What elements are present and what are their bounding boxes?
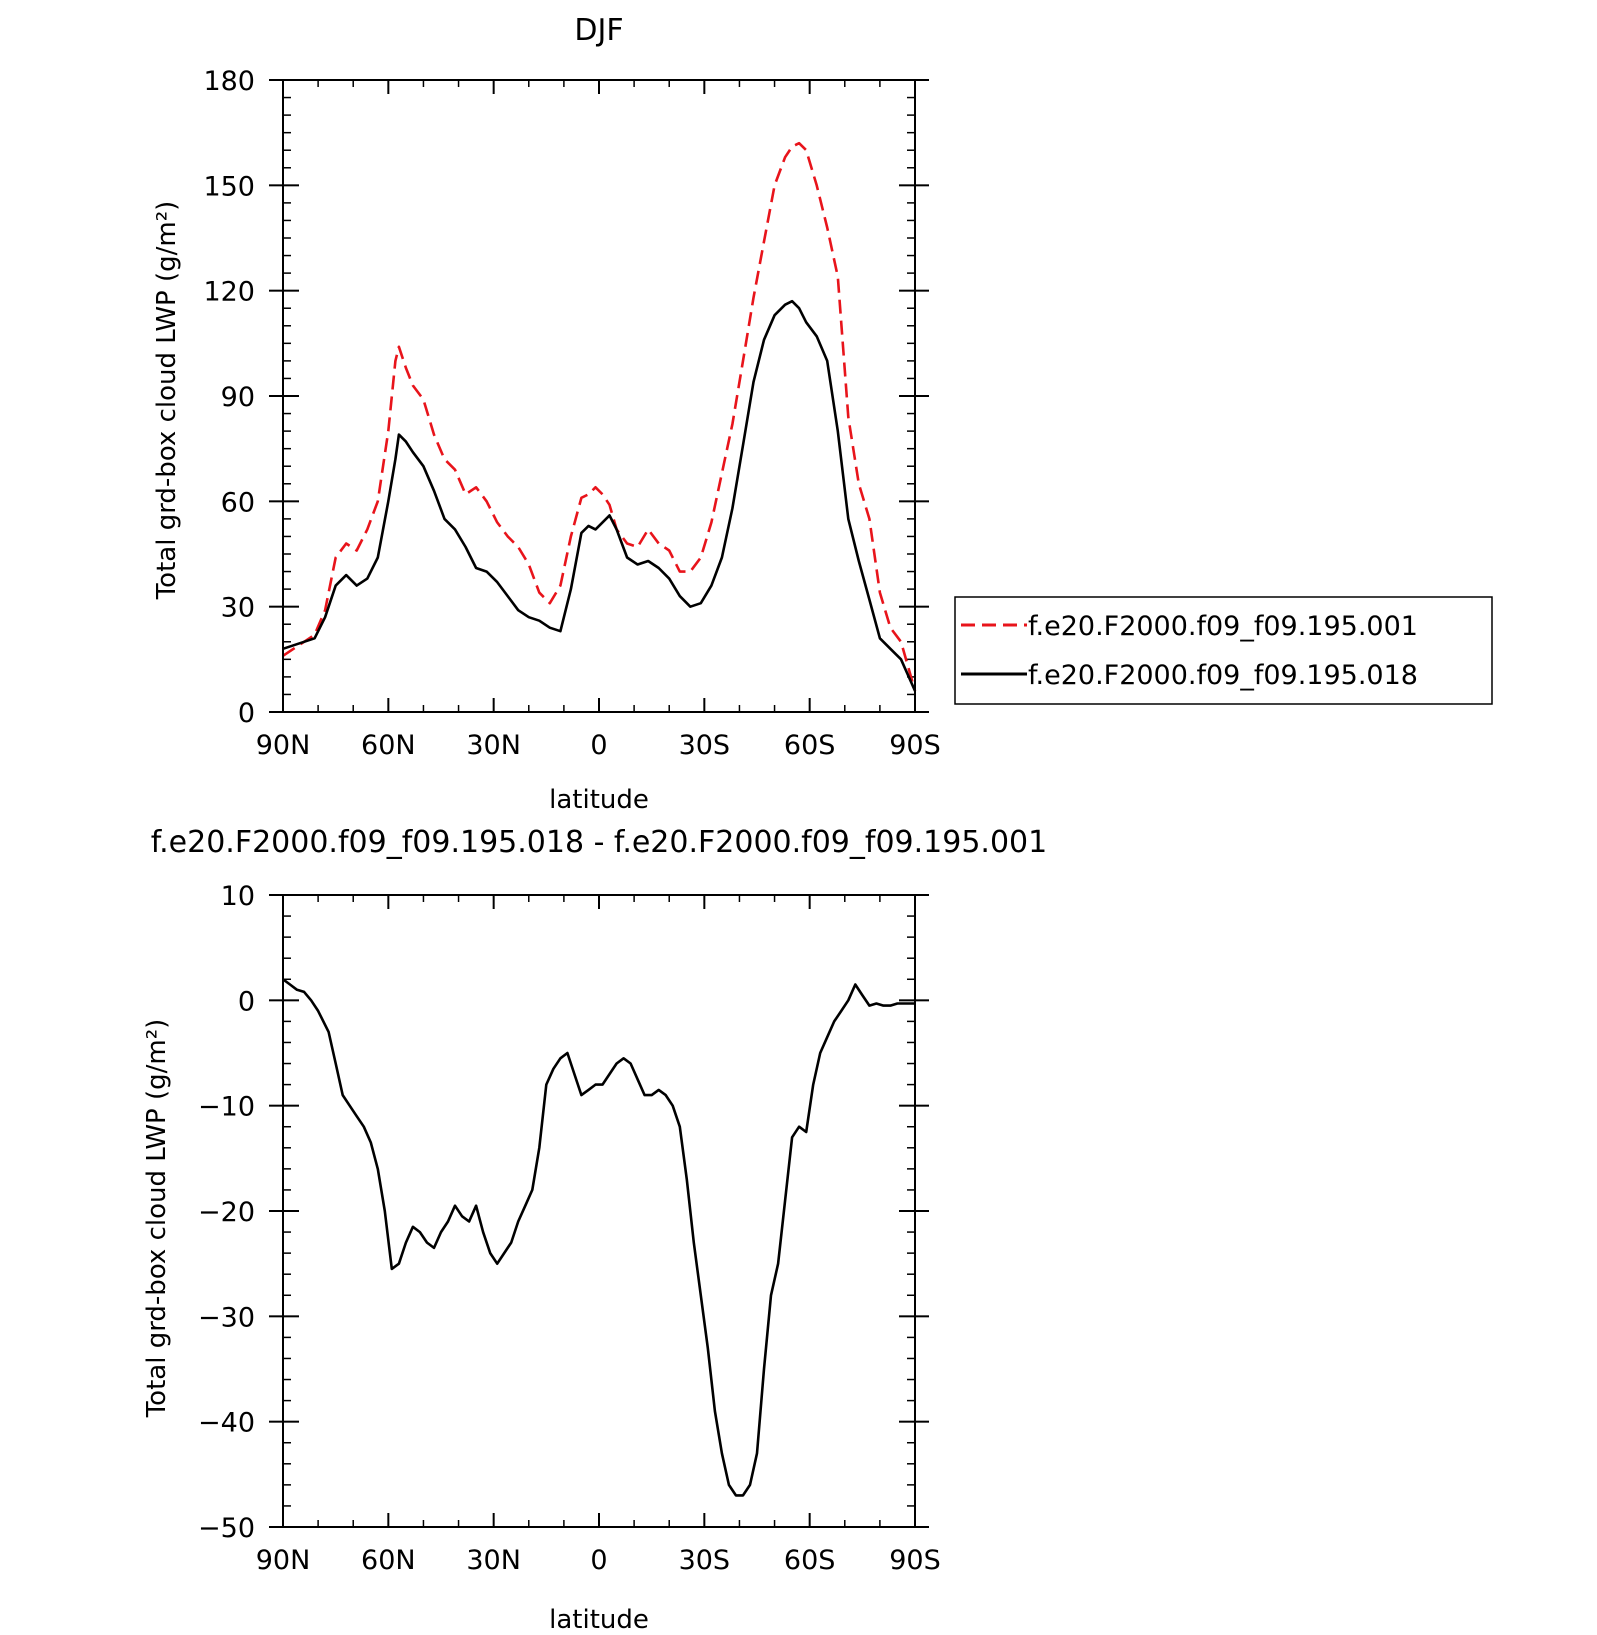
- legend-box: [954, 596, 1493, 705]
- series-line-1: [282, 978, 915, 1497]
- x-tick-label: 60S: [784, 1545, 836, 1576]
- x-tick-label: 0: [590, 1545, 607, 1576]
- x-tick-label: 90S: [889, 730, 941, 761]
- y-tick-label: −20: [198, 1197, 255, 1228]
- y-tick-label: 120: [203, 277, 255, 308]
- bottom-series: [282, 978, 915, 1497]
- top-chart-title: DJF: [574, 13, 623, 48]
- top-series: [282, 141, 917, 692]
- x-tick-label: 60N: [361, 1545, 416, 1576]
- top-panel: DJF latitude Total grd-box cloud LWP (g/…: [152, 13, 941, 815]
- y-tick-label: 30: [221, 593, 255, 624]
- top-y-axis-label: Total grd-box cloud LWP (g/m²): [152, 201, 182, 601]
- x-tick-label: 90N: [256, 1545, 311, 1576]
- x-tick-label: 60S: [784, 730, 836, 761]
- y-tick-label: 180: [203, 66, 255, 97]
- legend: f.e20.F2000.f09_f09.195.001 f.e20.F2000.…: [954, 596, 1493, 705]
- bottom-ticks: 90N 60N 30N 0 30S 60S 90S −50 −40 −30 −20 −10 0 10: [198, 881, 941, 1576]
- x-tick-label: 60N: [361, 730, 416, 761]
- y-tick-label: −30: [198, 1302, 255, 1333]
- series-line-1: [282, 141, 917, 692]
- y-tick-label: 150: [203, 171, 255, 202]
- y-tick-label: −50: [198, 1513, 255, 1544]
- x-tick-label: 90N: [256, 730, 311, 761]
- y-tick-label: −40: [198, 1408, 255, 1439]
- y-tick-label: 10: [221, 881, 255, 912]
- bottom-chart-title: f.e20.F2000.f09_f09.195.018 - f.e20.F200…: [151, 825, 1047, 860]
- legend-label-series-2: f.e20.F2000.f09_f09.195.018: [1028, 660, 1418, 691]
- legend-label-series-1: f.e20.F2000.f09_f09.195.001: [1028, 611, 1418, 642]
- y-tick-label: −10: [198, 1092, 255, 1123]
- top-x-axis-label: latitude: [549, 785, 649, 815]
- y-tick-label: 0: [238, 986, 255, 1017]
- bottom-plot-frame: [282, 894, 916, 1528]
- y-tick-label: 90: [221, 382, 255, 413]
- bottom-y-axis-label: Total grd-box cloud LWP (g/m²): [142, 1019, 172, 1419]
- y-tick-label: 0: [238, 698, 255, 729]
- x-tick-label: 30S: [679, 1545, 731, 1576]
- bottom-x-axis-label: latitude: [549, 1605, 649, 1635]
- x-tick-label: 30S: [679, 730, 731, 761]
- x-tick-label: 90S: [889, 1545, 941, 1576]
- top-ticks: 90N 60N 30N 0 30S 60S 90S 0 30 60 90 120 150 180: [203, 66, 940, 761]
- x-tick-label: 30N: [466, 1545, 521, 1576]
- x-tick-label: 30N: [466, 730, 521, 761]
- series-line-2: [282, 299, 917, 692]
- bottom-panel: f.e20.F2000.f09_f09.195.018 - f.e20.F200…: [142, 825, 1047, 1635]
- y-tick-label: 60: [221, 487, 255, 518]
- top-plot-frame: [282, 79, 916, 713]
- x-tick-label: 0: [590, 730, 607, 761]
